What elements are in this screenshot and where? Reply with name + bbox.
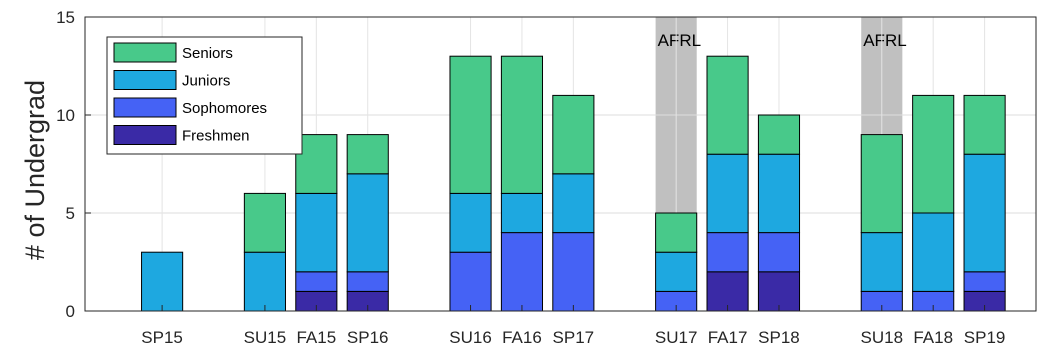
bar-juniors-fa18 [912,212,955,292]
bar-freshmen-fa17 [706,271,749,312]
legend-label-seniors: Seniors [182,45,233,62]
bar-juniors-sp15 [141,251,184,312]
bar-sophomores-sp16 [346,271,389,292]
bar-juniors-su18 [860,232,903,292]
bar-seniors-fa15 [295,134,338,194]
x-tick-label-su18: SU18 [861,328,904,347]
bar-juniors-su16 [449,192,492,253]
legend-label-juniors: Juniors [182,73,230,90]
bar-juniors-sp17 [552,173,595,234]
x-tick-label-su17: SU17 [655,328,698,347]
bar-sophomores-sp17 [552,232,595,312]
bar-juniors-su15 [243,251,286,312]
legend: Seniors Juniors Sophomores Freshmen [106,36,303,155]
bar-seniors-su16 [449,55,492,194]
bar-sophomores-su16 [449,251,492,312]
legend-swatch-sophomores [113,97,177,118]
x-tick-label-sp19: SP19 [964,328,1006,347]
bar-seniors-fa16 [500,55,544,194]
y-tick-label: 10 [56,106,75,125]
y-tick-label: 0 [66,302,75,321]
bar-sophomores-sp18 [757,232,801,273]
bar-seniors-su18 [860,134,903,234]
bar-seniors-sp19 [963,94,1006,155]
y-tick-labels: 0 5 10 15 [56,8,91,321]
legend-swatch-juniors [113,70,177,90]
x-tick-label-sp15: SP15 [141,328,183,347]
bar-juniors-su17 [655,251,698,292]
legend-label-freshmen: Freshmen [182,128,250,145]
bar-seniors-su17 [655,212,698,253]
x-tick-label-fa16: FA16 [502,328,542,347]
x-tick-label-fa18: FA18 [913,328,953,347]
x-tick-label-sp16: SP16 [347,328,389,347]
bar-seniors-sp17 [552,94,595,175]
x-tick-label-su16: SU16 [449,328,492,347]
annotation-label-1: AFRL [658,31,701,50]
y-tick-label: 5 [66,204,75,223]
y-axis-label: # of Undergrad [20,80,50,260]
x-tick-label-su15: SU15 [244,328,287,347]
legend-label-sophomores: Sophomores [182,100,267,117]
bar-seniors-fa18 [912,94,955,214]
legend-swatch-seniors [113,42,177,63]
bar-seniors-sp18 [757,114,801,155]
bar-seniors-sp16 [346,134,389,175]
bar-juniors-fa17 [706,153,749,234]
annotation-label-2: AFRL [863,31,906,50]
bar-juniors-fa16 [500,192,544,234]
bar-juniors-sp16 [346,173,389,273]
y-tick-label: 15 [56,8,75,27]
legend-swatch-freshmen [113,125,177,145]
bar-seniors-su15 [243,192,286,253]
bar-juniors-sp19 [963,153,1006,273]
x-tick-labels: SP15 SU15 FA15 SP16 SU16 FA16 SP17 SU17 FA17 SP18… [141,305,1005,347]
bar-juniors-sp18 [757,153,801,234]
x-tick-label-fa17: FA17 [708,328,748,347]
bar-seniors-fa17 [706,55,749,155]
bar-sophomores-fa17 [706,232,749,273]
plot-area-frame [84,16,1037,312]
bar-sophomores-sp19 [963,271,1006,292]
x-tick-label-sp17: SP17 [553,328,595,347]
bar-sophomores-fa15 [295,271,338,292]
x-tick-label-sp18: SP18 [758,328,800,347]
x-tick-label-fa15: FA15 [296,328,336,347]
bar-sophomores-fa16 [500,232,544,312]
bar-layer [141,55,1006,312]
bar-juniors-fa15 [295,192,338,273]
